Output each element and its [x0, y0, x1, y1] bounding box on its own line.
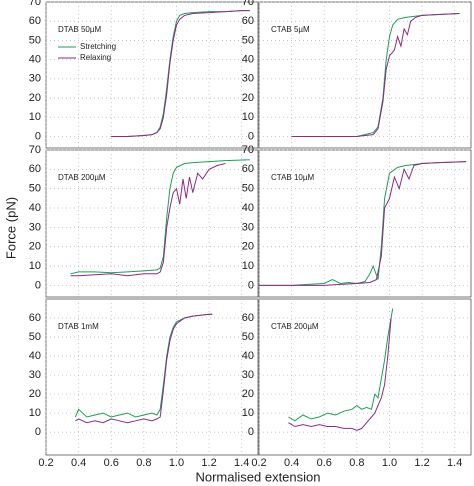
series-line — [70, 163, 226, 277]
y-tick-label: 30 — [29, 369, 41, 381]
y-tick-label: 10 — [29, 407, 41, 419]
series-line — [111, 10, 250, 137]
y-axis-label: Force (pN) — [3, 197, 18, 259]
x-tick-label: 0.4 — [71, 457, 86, 469]
panel-frame — [258, 1, 472, 149]
y-tick-label: 60 — [29, 163, 41, 175]
y-tick-label: 20 — [29, 388, 41, 400]
y-tick-label: 0 — [35, 426, 41, 438]
series-line — [291, 13, 460, 137]
series-line — [111, 10, 250, 137]
y-tick-label: 50 — [242, 331, 254, 343]
y-tick-label: 10 — [29, 111, 41, 123]
panel-frame — [45, 149, 259, 298]
x-tick-label: 0.4 — [284, 457, 299, 469]
y-tick-label: 0 — [248, 426, 254, 438]
x-tick-label: 1.4 — [447, 457, 462, 469]
y-tick-label: 40 — [242, 54, 254, 66]
legend-label: Relaxing — [80, 53, 111, 62]
legend-label: Stretching — [80, 42, 116, 51]
series-line — [75, 313, 213, 424]
y-tick-label: 50 — [242, 34, 254, 46]
y-tick-label: 10 — [29, 260, 41, 272]
y-tick-label: 30 — [29, 221, 41, 233]
y-tick-label: 50 — [29, 331, 41, 343]
y-tick-label: 50 — [29, 183, 41, 195]
x-tick-label: 1.4 — [234, 457, 249, 469]
y-tick-label: 0 — [248, 130, 254, 142]
series-line — [259, 161, 467, 286]
y-tick-label: 60 — [242, 312, 254, 324]
y-tick-label: 70 — [29, 144, 41, 156]
y-tick-label: 30 — [242, 73, 254, 85]
panel-label: DTAB 50µM — [58, 25, 101, 34]
panel-frame — [258, 298, 472, 456]
panel-label: DTAB 1mM — [58, 322, 99, 331]
panel-label: CTAB 5µM — [271, 25, 310, 34]
series-line — [291, 13, 460, 137]
y-tick-label: 20 — [242, 388, 254, 400]
y-tick-label: 40 — [242, 202, 254, 214]
x-tick-label: 1.2 — [201, 457, 216, 469]
y-tick-label: 10 — [242, 111, 254, 123]
x-tick-label: 1.0 — [382, 457, 397, 469]
y-tick-label: 70 — [242, 144, 254, 156]
y-tick-label: 70 — [242, 0, 254, 8]
series-line — [74, 313, 213, 418]
panel-label: CTAB 200µM — [271, 322, 319, 331]
panel-frame — [258, 149, 472, 298]
y-tick-label: 40 — [242, 350, 254, 362]
x-tick-label: 1.2 — [414, 457, 429, 469]
y-tick-label: 70 — [29, 0, 41, 8]
panel-label: CTAB 10µM — [271, 173, 314, 182]
panel-frame — [45, 1, 259, 149]
y-tick-label: 40 — [29, 202, 41, 214]
y-tick-label: 20 — [29, 92, 41, 104]
y-tick-label: 10 — [242, 407, 254, 419]
x-axis-label: Normalised extension — [195, 469, 320, 484]
series-line — [70, 159, 250, 275]
y-tick-label: 30 — [29, 73, 41, 85]
x-tick-label: 0.2 — [251, 457, 266, 469]
y-tick-label: 60 — [242, 163, 254, 175]
panel-frame — [45, 298, 259, 456]
y-tick-label: 40 — [29, 54, 41, 66]
y-tick-label: 60 — [29, 15, 41, 27]
x-tick-label: 0.6 — [317, 457, 332, 469]
y-tick-label: 10 — [242, 260, 254, 272]
y-tick-label: 60 — [242, 15, 254, 27]
y-tick-label: 60 — [29, 312, 41, 324]
y-tick-label: 30 — [242, 369, 254, 381]
y-tick-label: 0 — [35, 130, 41, 142]
y-tick-label: 0 — [35, 279, 41, 291]
y-tick-label: 20 — [242, 241, 254, 253]
panel-label: DTAB 200µM — [58, 173, 106, 182]
x-tick-label: 0.8 — [136, 457, 151, 469]
y-tick-label: 50 — [242, 183, 254, 195]
y-tick-label: 20 — [29, 241, 41, 253]
series-line — [288, 308, 394, 422]
series-line — [288, 317, 392, 431]
x-tick-label: 0.6 — [104, 457, 119, 469]
y-tick-label: 30 — [242, 221, 254, 233]
y-tick-label: 0 — [248, 279, 254, 291]
y-tick-label: 50 — [29, 34, 41, 46]
x-tick-label: 0.8 — [349, 457, 364, 469]
x-tick-label: 1.0 — [169, 457, 184, 469]
x-tick-label: 0.2 — [38, 457, 53, 469]
series-line — [259, 161, 467, 286]
y-tick-label: 40 — [29, 350, 41, 362]
y-tick-label: 20 — [242, 92, 254, 104]
